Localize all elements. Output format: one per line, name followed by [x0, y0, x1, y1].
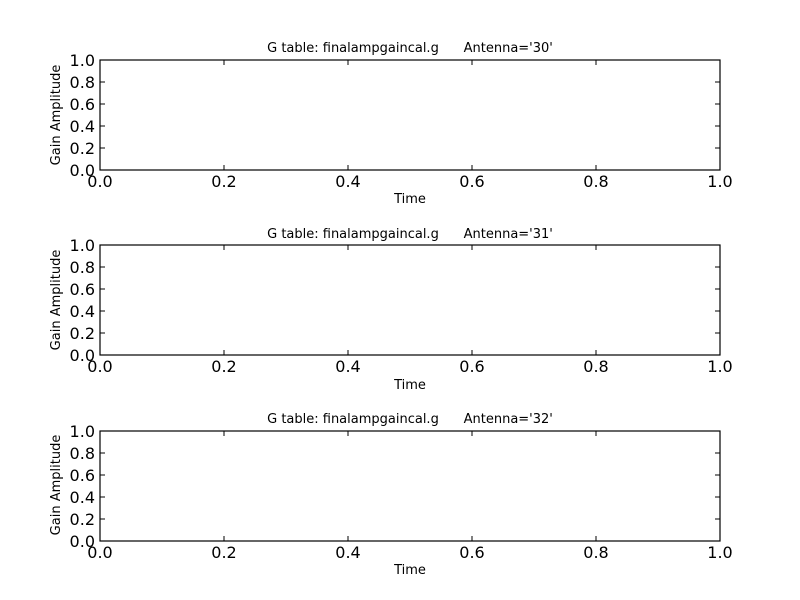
x-tick-label: 0.4 [335, 543, 360, 562]
y-tick-label: 1.0 [70, 236, 95, 255]
x-tick-label: 0.2 [211, 172, 236, 191]
y-tick-label: 0.8 [70, 73, 95, 92]
plot-title: G table: finalampgaincal.g Antenna='32' [267, 412, 553, 427]
x-tick-label: 0.0 [87, 357, 112, 376]
y-tick-labels: 0.0 0.2 0.4 0.6 0.8 1.0 [70, 236, 95, 365]
x-tick-label: 0.6 [459, 172, 484, 191]
x-tick-label: 0.0 [87, 172, 112, 191]
tick-group [99, 430, 721, 542]
x-tick-label: 1.0 [707, 543, 732, 562]
y-tick-label: 0.0 [70, 161, 95, 180]
subplot-antenna-30: G table: finalampgaincal.g Antenna='30' … [49, 41, 733, 207]
subplot-antenna-31: G table: finalampgaincal.g Antenna='31' … [49, 227, 733, 393]
y-tick-label: 0.8 [70, 258, 95, 277]
x-tick-labels: 0.0 0.2 0.4 0.6 0.8 1.0 [87, 172, 732, 191]
plot-area [99, 244, 721, 356]
x-tick-label: 0.6 [459, 543, 484, 562]
y-tick-label: 1.0 [70, 51, 95, 70]
y-tick-labels: 0.0 0.2 0.4 0.6 0.8 1.0 [70, 51, 95, 180]
y-tick-label: 0.0 [70, 346, 95, 365]
plot-title: G table: finalampgaincal.g Antenna='31' [267, 227, 553, 242]
y-tick-label: 0.2 [70, 139, 95, 158]
x-tick-label: 0.2 [211, 543, 236, 562]
x-tick-label: 0.4 [335, 357, 360, 376]
x-axis-label: Time [393, 378, 426, 393]
y-tick-label: 0.2 [70, 324, 95, 343]
x-tick-label: 0.6 [459, 357, 484, 376]
y-axis-label: Gain Amplitude [49, 250, 64, 351]
y-axis-label: Gain Amplitude [49, 435, 64, 536]
y-tick-label: 0.4 [70, 488, 95, 507]
x-tick-labels: 0.0 0.2 0.4 0.6 0.8 1.0 [87, 357, 732, 376]
subplot-antenna-32: G table: finalampgaincal.g Antenna='32' … [49, 412, 733, 578]
y-tick-label: 0.6 [70, 95, 95, 114]
y-tick-label: 0.8 [70, 444, 95, 463]
y-tick-label: 1.0 [70, 422, 95, 441]
tick-group [99, 59, 721, 171]
x-tick-labels: 0.0 0.2 0.4 0.6 0.8 1.0 [87, 543, 732, 562]
x-tick-label: 0.8 [583, 543, 608, 562]
x-tick-label: 0.4 [335, 172, 360, 191]
y-tick-label: 0.0 [70, 532, 95, 551]
x-tick-label: 0.0 [87, 543, 112, 562]
y-tick-label: 0.6 [70, 466, 95, 485]
y-tick-label: 0.2 [70, 510, 95, 529]
x-tick-label: 0.2 [211, 357, 236, 376]
plot-title: G table: finalampgaincal.g Antenna='30' [267, 41, 553, 56]
plot-area [99, 59, 721, 171]
x-tick-label: 1.0 [707, 172, 732, 191]
y-tick-label: 0.4 [70, 302, 95, 321]
x-axis-label: Time [393, 192, 426, 207]
x-tick-label: 0.8 [583, 357, 608, 376]
y-tick-labels: 0.0 0.2 0.4 0.6 0.8 1.0 [70, 422, 95, 551]
y-tick-label: 0.4 [70, 117, 95, 136]
x-tick-label: 1.0 [707, 357, 732, 376]
y-axis-label: Gain Amplitude [49, 65, 64, 166]
tick-group [99, 244, 721, 356]
x-tick-label: 0.8 [583, 172, 608, 191]
y-tick-label: 0.6 [70, 280, 95, 299]
x-axis-label: Time [393, 563, 426, 578]
plot-area [99, 430, 721, 542]
